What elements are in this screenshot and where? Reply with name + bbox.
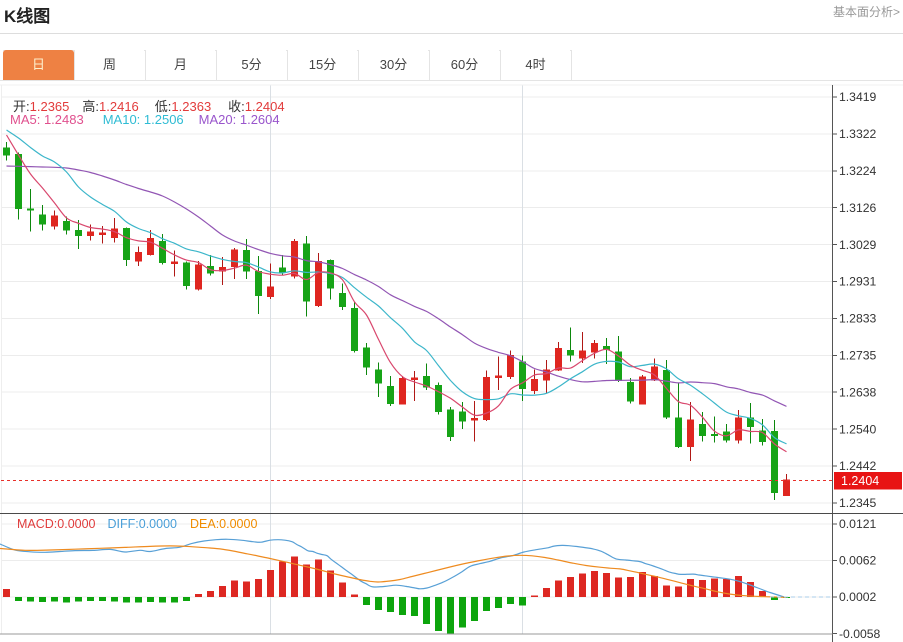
svg-text:1.3419: 1.3419 bbox=[839, 90, 876, 104]
svg-text:1.2638: 1.2638 bbox=[839, 385, 876, 399]
svg-text:1.3322: 1.3322 bbox=[839, 127, 876, 141]
svg-text:1.3224: 1.3224 bbox=[839, 164, 876, 178]
svg-text:1.2735: 1.2735 bbox=[839, 349, 876, 363]
svg-text:-0.0058: -0.0058 bbox=[839, 627, 881, 641]
svg-text:1.2442: 1.2442 bbox=[839, 459, 876, 473]
svg-text:1.2404: 1.2404 bbox=[841, 474, 879, 488]
svg-text:0.0121: 0.0121 bbox=[839, 517, 876, 531]
svg-text:1.2833: 1.2833 bbox=[839, 312, 876, 326]
svg-text:1.2540: 1.2540 bbox=[839, 422, 876, 436]
svg-text:1.2931: 1.2931 bbox=[839, 275, 876, 289]
svg-text:0.0002: 0.0002 bbox=[839, 590, 876, 604]
svg-text:1.3029: 1.3029 bbox=[839, 238, 876, 252]
svg-text:0.0062: 0.0062 bbox=[839, 554, 876, 568]
svg-text:1.3126: 1.3126 bbox=[839, 201, 876, 215]
svg-text:1.2345: 1.2345 bbox=[839, 496, 876, 510]
